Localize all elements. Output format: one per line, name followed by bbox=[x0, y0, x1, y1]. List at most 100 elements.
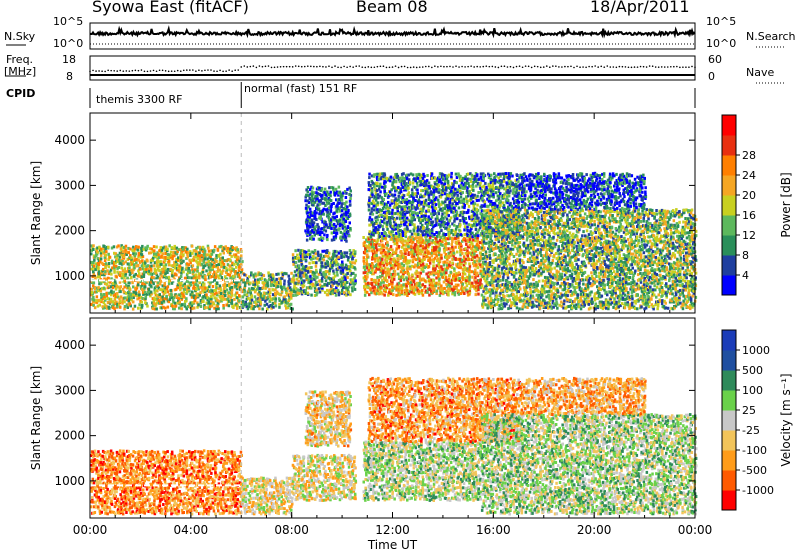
echo-cell bbox=[114, 292, 117, 296]
echo-cell bbox=[453, 287, 456, 291]
echo-cell bbox=[273, 301, 277, 305]
echo-cell bbox=[97, 298, 100, 302]
echo-cell bbox=[148, 282, 152, 286]
echo-cell bbox=[337, 207, 340, 211]
echo-cell bbox=[127, 284, 130, 288]
echo-cell bbox=[326, 214, 330, 218]
echo-cell bbox=[210, 288, 213, 292]
echo-cell bbox=[90, 287, 93, 291]
echo-cell bbox=[321, 231, 324, 235]
echo-cell bbox=[163, 245, 166, 249]
echo-cell bbox=[400, 255, 403, 259]
echo-cell bbox=[423, 266, 427, 270]
echo-cell bbox=[226, 263, 230, 267]
echo-cell bbox=[287, 282, 291, 286]
echo-cell bbox=[187, 251, 190, 255]
echo-cell bbox=[313, 271, 317, 275]
cpid-label: CPID bbox=[6, 87, 36, 100]
echo-cell bbox=[142, 275, 146, 278]
echo-cell bbox=[341, 268, 345, 272]
echo-cell bbox=[295, 281, 298, 285]
echo-cell bbox=[368, 218, 371, 222]
echo-cell bbox=[417, 225, 420, 229]
nave-point bbox=[670, 65, 672, 68]
echo-cell bbox=[372, 228, 376, 232]
echo-cell bbox=[308, 219, 312, 223]
nave-point bbox=[140, 69, 143, 71]
echo-cell bbox=[353, 261, 357, 265]
echo-cell bbox=[470, 173, 474, 177]
echo-cell bbox=[248, 302, 251, 306]
echo-cell bbox=[343, 202, 347, 205]
echo-cell bbox=[400, 240, 403, 244]
echo-cell bbox=[351, 286, 354, 290]
echo-cell bbox=[388, 290, 391, 294]
echo-cell bbox=[349, 293, 352, 297]
echo-cell bbox=[185, 307, 189, 311]
echo-cell bbox=[391, 263, 394, 267]
echo-cell bbox=[315, 261, 318, 265]
echo-cell bbox=[444, 239, 447, 242]
echo-cell bbox=[220, 265, 223, 269]
echo-cell bbox=[316, 252, 320, 256]
echo-cell bbox=[459, 195, 463, 199]
echo-cell bbox=[330, 284, 333, 288]
echo-cell bbox=[459, 266, 463, 270]
echo-cell bbox=[302, 265, 305, 269]
echo-cell bbox=[221, 298, 224, 302]
echo-cell bbox=[109, 280, 112, 284]
echo-cell bbox=[428, 236, 432, 240]
echo-cell bbox=[403, 271, 407, 274]
echo-cell bbox=[194, 275, 197, 279]
echo-cell bbox=[427, 215, 430, 219]
echo-cell bbox=[92, 298, 96, 302]
echo-cell bbox=[144, 285, 147, 289]
echo-cell bbox=[339, 278, 342, 282]
echo-cell bbox=[335, 270, 339, 274]
echo-cell bbox=[340, 209, 344, 213]
echo-cell bbox=[272, 283, 276, 287]
echo-cell bbox=[467, 208, 470, 212]
echo-cell bbox=[339, 280, 343, 283]
echo-cell bbox=[205, 301, 208, 305]
echo-cell bbox=[201, 245, 205, 249]
echo-cell bbox=[369, 201, 373, 205]
echo-cell bbox=[259, 300, 262, 304]
echo-cell bbox=[294, 256, 297, 259]
echo-cell bbox=[331, 256, 335, 260]
echo-cell bbox=[393, 193, 397, 197]
echo-cell bbox=[137, 258, 140, 262]
echo-cell bbox=[445, 217, 449, 221]
nave-point bbox=[585, 66, 587, 69]
echo-cell bbox=[318, 212, 321, 216]
echo-cell bbox=[182, 292, 185, 296]
echo-cell bbox=[438, 282, 441, 286]
nave-point bbox=[533, 65, 536, 68]
echo-cell bbox=[97, 289, 100, 293]
echo-cell bbox=[402, 272, 405, 276]
echo-cell bbox=[346, 292, 350, 296]
echo-cell bbox=[90, 252, 93, 256]
echo-cell bbox=[201, 249, 205, 253]
echo-cell bbox=[375, 240, 378, 244]
echo-cell bbox=[454, 256, 457, 260]
echo-cell bbox=[399, 235, 402, 239]
echo-cell bbox=[231, 263, 234, 267]
echo-cell bbox=[353, 276, 356, 280]
echo-cell bbox=[160, 248, 164, 252]
echo-cell bbox=[277, 272, 280, 276]
echo-cell bbox=[111, 261, 114, 265]
echo-cell bbox=[114, 261, 117, 265]
nave-point bbox=[536, 65, 539, 68]
echo-cell bbox=[442, 260, 445, 264]
echo-cell bbox=[202, 276, 206, 280]
echo-cell bbox=[196, 294, 200, 298]
nave-point bbox=[630, 66, 633, 69]
echo-cell bbox=[456, 188, 459, 192]
nave-point bbox=[676, 65, 678, 68]
echo-cell bbox=[306, 186, 310, 189]
echo-cell bbox=[111, 300, 114, 304]
echo-cell bbox=[327, 281, 331, 285]
echo-cell bbox=[308, 285, 312, 289]
echo-cell bbox=[286, 300, 290, 304]
